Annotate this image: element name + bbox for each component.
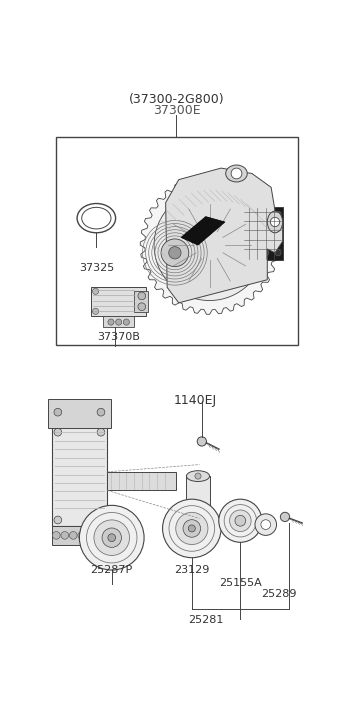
Circle shape [95,531,102,539]
Circle shape [275,249,281,256]
Circle shape [102,528,121,547]
Bar [56,137,298,345]
Circle shape [138,303,146,310]
Ellipse shape [267,212,283,233]
Circle shape [275,212,281,217]
Circle shape [195,527,201,533]
Circle shape [92,288,99,294]
Text: (37300-2G800): (37300-2G800) [129,93,224,106]
Circle shape [270,217,279,227]
Circle shape [194,230,225,260]
Bar [48,399,111,428]
Circle shape [235,515,246,526]
Circle shape [263,225,269,230]
Ellipse shape [226,165,247,182]
Circle shape [97,516,105,524]
Text: 37370B: 37370B [97,332,140,342]
Circle shape [197,437,206,446]
Circle shape [280,513,289,521]
Circle shape [247,212,254,217]
Circle shape [261,520,270,529]
Circle shape [195,473,201,479]
Bar [52,526,107,545]
Circle shape [94,520,129,555]
Circle shape [188,525,195,532]
Bar [186,476,209,530]
Circle shape [263,212,269,217]
Text: 25289: 25289 [261,590,297,599]
Circle shape [263,249,269,256]
Circle shape [167,203,252,287]
Circle shape [108,319,114,325]
Circle shape [247,225,254,230]
Circle shape [255,514,277,535]
Circle shape [69,531,77,539]
Bar [52,426,107,526]
Circle shape [92,308,99,314]
Circle shape [275,236,281,243]
Circle shape [52,531,60,539]
Circle shape [161,239,189,267]
Bar [134,291,148,312]
Circle shape [108,534,116,542]
Circle shape [54,409,62,416]
Circle shape [229,510,251,531]
Circle shape [54,516,62,524]
Circle shape [231,168,242,179]
Circle shape [247,249,254,256]
Circle shape [162,499,221,558]
Circle shape [263,236,269,243]
Polygon shape [140,176,279,314]
Circle shape [154,190,265,300]
Circle shape [247,236,254,243]
Text: 37300E: 37300E [152,104,200,117]
Circle shape [176,513,208,545]
Bar [103,316,134,327]
Circle shape [123,319,129,325]
Circle shape [61,531,69,539]
Ellipse shape [186,470,209,481]
Circle shape [97,409,105,416]
Circle shape [54,428,62,436]
Circle shape [78,531,86,539]
Circle shape [86,531,94,539]
Bar [107,472,176,490]
Circle shape [116,319,122,325]
Polygon shape [181,217,225,245]
Text: 23129: 23129 [174,565,209,574]
Text: 25287P: 25287P [91,565,133,574]
Circle shape [138,292,146,300]
Text: 25155A: 25155A [219,578,262,587]
Circle shape [169,246,181,259]
Circle shape [219,499,262,542]
Circle shape [204,239,216,252]
Bar [243,206,283,260]
Ellipse shape [186,525,209,535]
Text: 1140EJ: 1140EJ [173,394,216,406]
Circle shape [79,505,144,570]
Bar [91,286,146,316]
Text: 25281: 25281 [188,616,223,625]
Polygon shape [166,168,283,303]
Circle shape [97,428,105,436]
Circle shape [183,520,200,537]
Circle shape [275,225,281,230]
Text: 37325: 37325 [79,262,114,273]
